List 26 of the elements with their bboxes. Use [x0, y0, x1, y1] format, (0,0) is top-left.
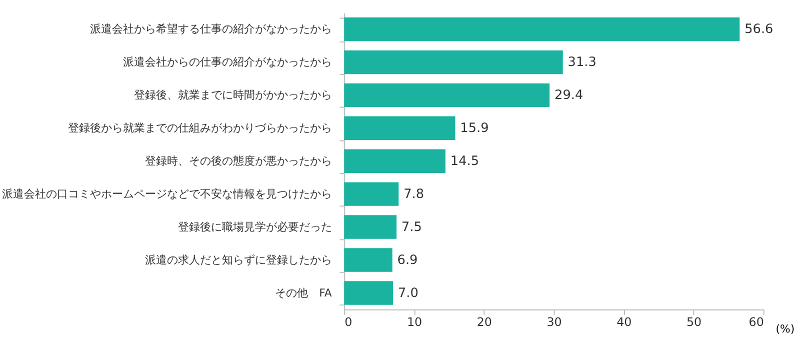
y-tick-label: その他 FA — [275, 286, 332, 300]
data-label: 15.9 — [460, 121, 489, 136]
x-tick-label: 0 — [344, 314, 352, 329]
data-label: 7.5 — [401, 220, 422, 235]
y-tick-label: 登録後に職場見学が必要だった — [178, 220, 332, 234]
data-label: 14.5 — [450, 154, 480, 170]
data-label: 56.6 — [744, 22, 774, 38]
y-tick-label: 派遣会社から希望する仕事の紹介がなかったから — [90, 22, 332, 36]
data-label: 7.8 — [404, 187, 424, 202]
data-label: 7.0 — [398, 286, 418, 301]
x-tick-label: 10 — [406, 314, 422, 329]
y-tick-label: 登録後から就業までの仕組みがわかりづらかったから — [68, 122, 332, 135]
data-label: 29.4 — [554, 88, 584, 104]
y-tick-label: 登録時、その後の態度が悪かったから — [144, 154, 332, 168]
x-tick-label: 60 — [748, 314, 764, 329]
x-axis-title: (%) — [776, 322, 795, 336]
data-label: 6.9 — [397, 252, 418, 268]
y-tick-label: 派遣会社の口コミやホームページなどで不安な情報を見つけたから — [2, 188, 332, 201]
x-tick-label: 20 — [476, 314, 492, 329]
data-label: 31.3 — [568, 55, 596, 70]
x-tick-label: 40 — [616, 314, 632, 329]
y-tick-label: 派遣会社からの仕事の紹介がなかったから — [122, 56, 332, 69]
y-tick-label: 派遣の求人だと知らずに登録したから — [144, 253, 332, 266]
x-tick-label: 50 — [686, 314, 702, 329]
x-tick-label: 30 — [546, 314, 562, 329]
y-tick-label: 登録後、就業までに時間がかかったから — [134, 88, 332, 102]
